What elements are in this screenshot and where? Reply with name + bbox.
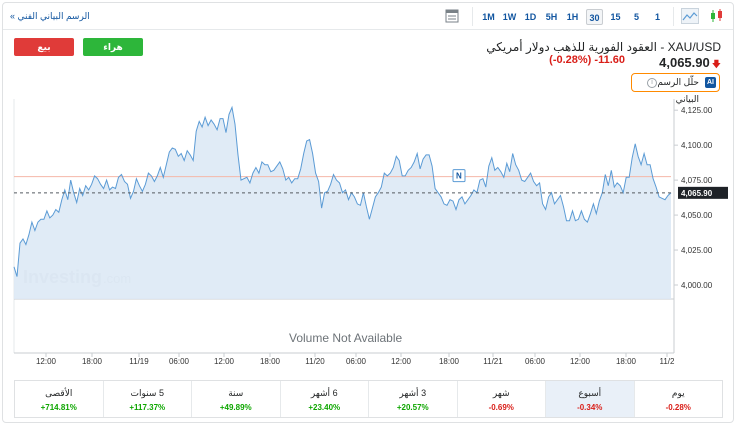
toolbar-divider	[472, 7, 473, 26]
period-cell[interactable]: 6 أشهر +23.40%	[279, 381, 369, 417]
change-pct: (-0.28%)	[549, 54, 592, 66]
sell-button[interactable]: بيع	[14, 38, 74, 56]
candlestick-chart-icon[interactable]	[709, 8, 725, 24]
x-tick-label: 18:00	[616, 357, 637, 366]
chart-toolbar: الرسم البياني الفني » 1M 1W 1D 5H 1H 30 15 5 1	[3, 3, 733, 30]
price-area	[14, 107, 671, 300]
y-tick-label: 4,100.00	[681, 141, 713, 150]
period-value: -0.28%	[665, 403, 691, 412]
period-cell[interactable]: 3 أشهر +20.57%	[368, 381, 457, 417]
x-tick-label: 06:00	[346, 357, 367, 366]
timeframe-5[interactable]: 5	[633, 12, 639, 22]
down-arrow-icon: 🡇	[711, 59, 721, 69]
y-tick-label: 4,075.00	[681, 176, 713, 185]
instrument-price: 4,065.90	[659, 55, 710, 70]
period-cell[interactable]: 5 سنوات +117.37%	[102, 381, 192, 417]
period-cell[interactable]: يوم -0.28%	[633, 381, 723, 417]
period-cell[interactable]: الأقصى +714.81%	[15, 381, 103, 417]
instrument-change: (-0.28%) -11.60	[549, 54, 625, 66]
timeframe-1W[interactable]: 1W	[502, 12, 517, 22]
timeframe-1[interactable]: 1	[654, 12, 660, 22]
period-label: أسبوع	[578, 388, 602, 398]
timeframe-5H[interactable]: 5H	[545, 12, 558, 22]
info-icon[interactable]: i	[647, 78, 657, 88]
timeframe-15[interactable]: 15	[610, 12, 621, 22]
price-line	[13, 105, 672, 277]
timeframe-30[interactable]: 30	[586, 9, 603, 25]
timeframe-1D[interactable]: 1D	[524, 12, 537, 22]
x-tick-label: 12:00	[214, 357, 235, 366]
x-tick-label: 18:00	[439, 357, 460, 366]
x-tick-label: 06:00	[169, 357, 190, 366]
x-tick-label: 18:00	[82, 357, 103, 366]
x-tick-label: 06:00	[525, 357, 546, 366]
period-value: +49.89%	[219, 403, 252, 412]
x-tick-label: 18:00	[260, 357, 281, 366]
y-tick-label: 4,050.00	[681, 211, 713, 220]
y-tick-label: 4,125.00	[681, 106, 713, 115]
x-tick-label: 11/2	[660, 357, 676, 366]
period-cell[interactable]: شهر -0.69%	[456, 381, 546, 417]
instrument-price-row: 4,065.90 🡇	[659, 54, 721, 70]
period-label: يوم	[671, 388, 685, 398]
x-tick-label: 12:00	[391, 357, 412, 366]
period-cell[interactable]: سنة +49.89%	[191, 381, 280, 417]
period-value: +23.40%	[308, 403, 341, 412]
news-marker	[452, 169, 466, 183]
period-label: 3 أشهر	[399, 388, 427, 398]
x-tick-label: 12:00	[36, 357, 57, 366]
table-view-icon[interactable]	[444, 8, 460, 24]
area-chart-icon[interactable]	[681, 8, 699, 24]
period-label: الأقصى	[45, 388, 73, 398]
period-label: سنة	[228, 388, 244, 398]
instrument-name: XAU/USD - العقود الفورية للذهب دولار أمر…	[486, 40, 721, 54]
volume-not-available: Volume Not Available	[289, 331, 403, 345]
y-tick-label: 4,000.00	[681, 281, 713, 290]
buy-button[interactable]: هراء	[83, 38, 143, 56]
full-chart-link[interactable]: الرسم البياني الفني »	[10, 11, 90, 21]
period-label: 6 أشهر	[310, 388, 338, 398]
analyze-chart-label: حلّل الرسم البياني	[657, 77, 699, 104]
news-marker-label: N	[456, 172, 462, 181]
performance-periods: الأقصى +714.81% 5 سنوات +117.37% سنة +49.89% 6…	[14, 380, 723, 418]
timeframe-1H[interactable]: 1H	[566, 12, 579, 22]
x-tick-label: 11/21	[483, 357, 503, 366]
x-tick-label: 12:00	[570, 357, 591, 366]
period-label: 5 سنوات	[130, 388, 164, 398]
period-value: +714.81%	[40, 403, 77, 412]
y-tick-label: 4,025.00	[681, 246, 713, 255]
period-value: -0.34%	[577, 403, 603, 412]
period-label: شهر	[492, 388, 510, 398]
timeframe-1M[interactable]: 1M	[482, 12, 495, 22]
period-value: +117.37%	[129, 403, 166, 412]
toolbar-divider	[673, 7, 674, 26]
change-value: -11.60	[594, 54, 625, 66]
last-price-badge	[678, 186, 728, 199]
last-price-label: 4,065.90	[681, 189, 713, 198]
price-chart[interactable]: Investing.com4,125.004,100.004,075.004,0…	[3, 3, 733, 375]
x-tick-label: 11/19	[129, 357, 149, 366]
x-tick-label: 11/20	[305, 357, 325, 366]
ai-icon: AI	[705, 77, 716, 88]
period-cell[interactable]: أسبوع -0.34%	[545, 381, 634, 417]
period-value: +20.57%	[396, 403, 429, 412]
period-value: -0.69%	[488, 403, 514, 412]
